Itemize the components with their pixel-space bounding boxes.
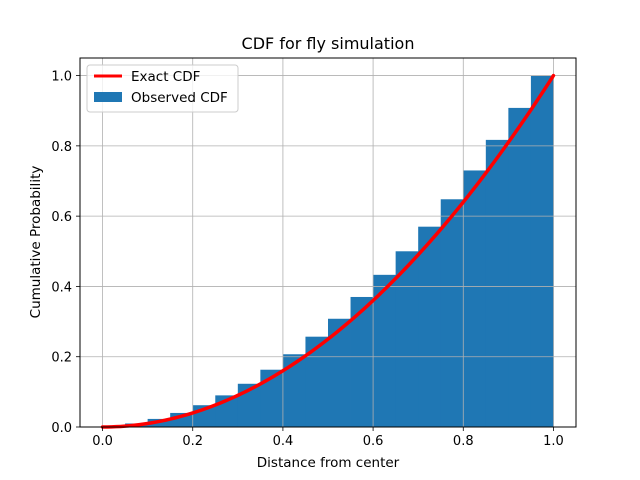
x-tick-label: 0.0 <box>92 434 113 449</box>
legend-observed-cdf-label: Observed CDF <box>131 90 228 106</box>
observed-cdf-bar <box>305 336 329 427</box>
y-axis-label: Cumulative Probability <box>28 166 44 319</box>
observed-cdf-bar <box>260 369 284 427</box>
observed-cdf-bar <box>418 226 442 427</box>
observed-cdf-bar <box>530 75 554 428</box>
x-tick-label: 1.0 <box>543 434 564 449</box>
observed-cdf-bar <box>440 199 464 427</box>
legend-observed-cdf-swatch <box>94 92 122 102</box>
legend: Exact CDF Observed CDF <box>86 64 239 113</box>
x-axis-ticks: 0.0 0.2 0.4 0.6 0.8 1.0 <box>92 427 564 449</box>
exact-cdf-line <box>100 73 556 429</box>
plot-area <box>79 57 577 429</box>
x-axis-label: Distance from center <box>257 455 400 471</box>
legend-exact-cdf-label: Exact CDF <box>131 69 200 85</box>
observed-cdf-bar <box>350 296 374 427</box>
observed-cdf-bar <box>485 139 509 427</box>
observed-cdf-bar <box>237 383 261 427</box>
axes-frame <box>79 57 577 428</box>
legend-frame <box>86 64 239 113</box>
y-tick-label: 1.0 <box>51 70 72 85</box>
y-tick-label: 0.8 <box>51 140 72 155</box>
observed-cdf-bar <box>463 170 487 427</box>
y-tick-label: 0.4 <box>51 280 72 295</box>
y-tick-label: 0.6 <box>51 210 72 225</box>
y-axis-ticks: 0.0 0.2 0.4 0.6 0.8 1.0 <box>51 70 80 436</box>
observed-cdf-bar <box>373 274 397 427</box>
x-tick-label: 0.2 <box>182 434 203 449</box>
y-tick-label: 0.2 <box>51 351 72 366</box>
chart-title: CDF for fly simulation <box>242 34 415 53</box>
observed-cdf-bar <box>395 251 419 427</box>
observed-cdf-bar <box>508 107 532 427</box>
x-tick-label: 0.6 <box>363 434 384 449</box>
observed-cdf-bars <box>102 75 554 428</box>
y-tick-label: 0.0 <box>51 421 72 436</box>
observed-cdf-bar <box>282 354 306 427</box>
x-tick-label: 0.8 <box>453 434 474 449</box>
observed-cdf-bar <box>328 318 351 427</box>
x-tick-label: 0.4 <box>273 434 294 449</box>
